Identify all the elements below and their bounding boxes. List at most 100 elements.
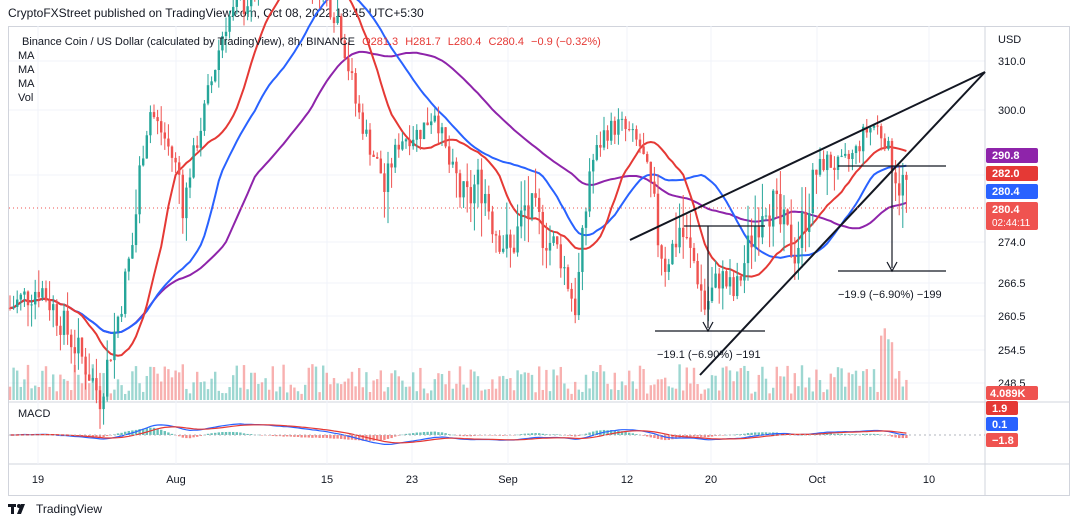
volume-bar — [437, 373, 440, 400]
volume-bar — [718, 390, 721, 400]
x-tick-label: 19 — [32, 474, 44, 486]
macd-histogram-bar — [138, 429, 141, 435]
candle-body — [516, 226, 519, 253]
volume-bar — [905, 379, 908, 400]
grid-lines — [9, 26, 1069, 496]
volume-bar — [750, 393, 753, 400]
candle-body — [502, 248, 505, 252]
candle-body — [188, 177, 192, 188]
volume-bar — [120, 385, 123, 400]
candle-body — [329, 0, 332, 18]
candle-body — [599, 144, 602, 148]
candle-body — [545, 247, 548, 251]
candle-body — [736, 276, 739, 297]
volume-bar — [26, 364, 30, 400]
macd-histogram-bar — [404, 433, 408, 435]
volume-bar — [588, 388, 591, 400]
volume-bar — [246, 389, 249, 400]
volume-bar — [710, 375, 714, 400]
volume-bar — [563, 383, 566, 400]
macd-histogram-bar — [440, 432, 444, 435]
volume-bar — [278, 386, 282, 400]
candle-body — [660, 245, 663, 259]
volume-bar — [703, 389, 706, 400]
candle-body — [790, 224, 793, 256]
volume-bar — [516, 370, 519, 400]
macd-histogram-bar — [318, 435, 321, 438]
volume-bar — [178, 372, 181, 400]
macd-histogram-bar — [487, 435, 490, 436]
candle-body — [793, 255, 796, 264]
volume-bar — [736, 371, 739, 400]
volume-bar — [336, 383, 339, 400]
macd-histogram-bar — [106, 435, 109, 437]
macd-histogram-bar — [361, 435, 364, 441]
candle-body — [340, 16, 343, 41]
macd-histogram-bar — [246, 433, 249, 435]
candle-body — [682, 227, 685, 238]
macd-histogram-bar — [408, 433, 411, 435]
candle-body — [872, 125, 876, 128]
candle-body — [350, 71, 354, 74]
volume-bar — [127, 390, 130, 400]
volume-bar — [646, 393, 649, 400]
macd-histogram-bar — [311, 435, 314, 438]
candle-body — [412, 139, 415, 147]
price-badge-label: 280.4 — [992, 186, 1020, 198]
volume-bar — [570, 393, 573, 400]
volume-bar — [538, 366, 541, 400]
volume-bar — [721, 367, 724, 400]
volume-bar — [898, 371, 901, 400]
volume-bar — [595, 372, 598, 400]
candle-body — [624, 118, 627, 130]
volume-bar — [340, 384, 343, 400]
macd-histogram-bar — [433, 431, 436, 435]
macd-histogram-bar — [610, 430, 613, 435]
candle-body — [876, 125, 879, 127]
candle-body — [649, 161, 652, 182]
macd-histogram-bar — [142, 428, 145, 435]
macd-histogram-bar — [232, 431, 235, 435]
macd-histogram-bar — [124, 431, 127, 435]
volume-bar — [793, 373, 796, 400]
macd-histogram-bar — [656, 435, 660, 439]
candle-body — [455, 161, 458, 174]
candle-body — [505, 234, 508, 249]
volume-bar — [163, 366, 166, 400]
candle-body — [397, 144, 400, 150]
macd-histogram-bar — [757, 432, 760, 435]
macd-histogram-bar — [761, 432, 764, 435]
volume-bar — [268, 389, 271, 400]
volume-bar — [530, 374, 534, 400]
macd-histogram-bar — [116, 433, 120, 435]
candle-body — [905, 174, 908, 180]
indicator-ma-2[interactable]: MA — [18, 64, 35, 76]
candle-body — [761, 216, 764, 238]
macd-histogram-bar — [386, 435, 390, 439]
volume-bar — [584, 374, 588, 400]
candle-body — [131, 245, 134, 259]
macd-histogram-bar — [595, 430, 598, 435]
volume-bar — [440, 374, 444, 400]
volume-bar — [480, 390, 483, 400]
volume-bar — [149, 366, 152, 400]
volume-bar — [444, 384, 447, 400]
measure-arrow-head — [886, 261, 898, 273]
indicator-ma-3[interactable]: MA — [18, 78, 35, 90]
volume-bar — [732, 381, 735, 400]
volume-bar — [253, 372, 256, 400]
macd-histogram-bar — [862, 433, 865, 435]
candle-body — [242, 0, 246, 14]
macd-histogram-bar — [494, 435, 498, 436]
candle-body — [548, 242, 552, 251]
volume-bar — [678, 364, 681, 400]
indicator-volume[interactable]: Vol — [18, 92, 34, 104]
volume-bar — [70, 390, 73, 400]
macd-histogram-bar — [556, 434, 559, 435]
candle-body — [534, 193, 537, 198]
volume-bar — [880, 335, 883, 400]
indicator-ma-1[interactable]: MA — [18, 50, 35, 62]
candle-body — [476, 169, 480, 185]
macd-label[interactable]: MACD — [18, 408, 51, 420]
